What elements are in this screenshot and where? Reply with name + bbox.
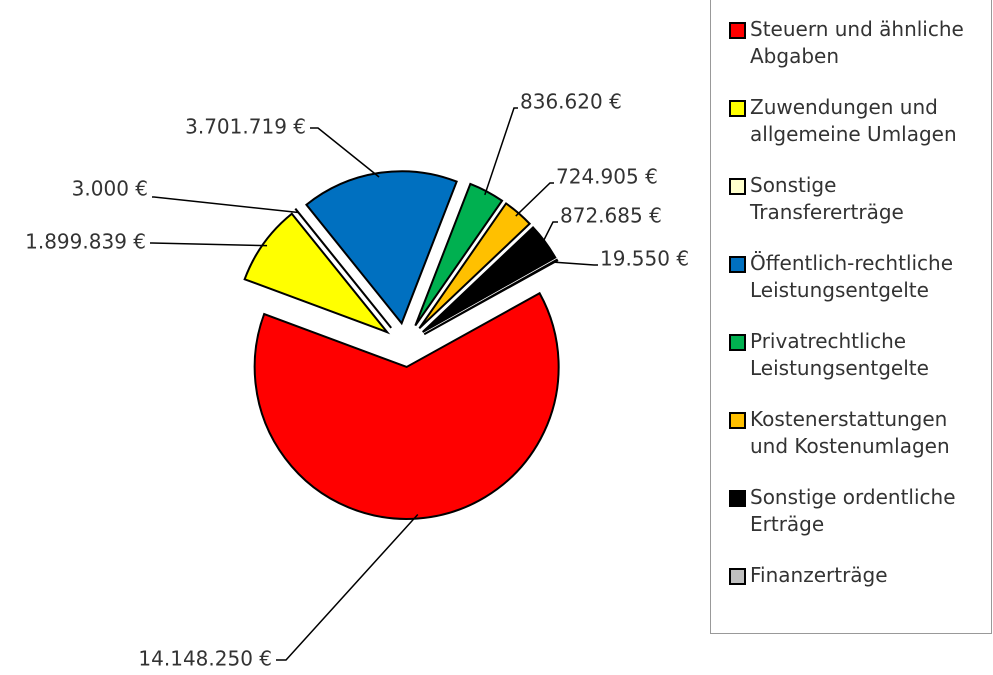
- data-label: 1.899.839 €: [25, 230, 146, 254]
- pie-slice: [243, 212, 391, 335]
- legend-item: Kostenerstattungen und Kostenumlagen: [729, 406, 991, 484]
- pie-slice: [305, 170, 458, 326]
- data-label: 19.550 €: [600, 247, 689, 271]
- leader-line: [515, 182, 554, 217]
- legend-label: Öffentlich-rechtliche Leistungsentgelte: [750, 251, 954, 302]
- pie-area: 14.148.250 € 1.899.839 € 3.000 € 3.701.719 …: [25, 90, 689, 671]
- legend-swatch: [729, 256, 746, 273]
- pie-slice: [253, 291, 560, 520]
- legend-label: Zuwendungen und allgemeine Umlagen: [750, 95, 957, 146]
- data-label: 724.905 €: [556, 165, 658, 189]
- legend-swatch: [729, 490, 746, 507]
- legend-label: Kostenerstattungen und Kostenumlagen: [750, 407, 950, 458]
- legend-swatch: [729, 100, 746, 117]
- legend-label: Sonstige ordentliche Erträge: [750, 485, 956, 536]
- data-label: 836.620 €: [520, 90, 622, 114]
- data-label: 3.701.719 €: [185, 115, 306, 139]
- legend-item: Finanzerträge: [729, 562, 991, 640]
- legend-item: Steuern und ähnliche Abgaben: [729, 16, 991, 94]
- data-label: 872.685 €: [560, 204, 662, 228]
- pie-slice: [423, 258, 559, 336]
- leader-line: [553, 261, 598, 266]
- legend-swatch: [729, 334, 746, 351]
- leader-line: [541, 221, 558, 245]
- legend-label: Finanzerträge: [750, 563, 888, 587]
- leader-line: [484, 107, 518, 196]
- legend-label: Privatrechtliche Leistungsentgelte: [750, 329, 929, 380]
- legend-label: Sonstige Transfererträge: [750, 173, 904, 224]
- data-label: 14.148.250 €: [138, 647, 272, 671]
- legend-label: Steuern und ähnliche Abgaben: [750, 17, 964, 68]
- leader-line: [310, 127, 380, 178]
- pie-slice: [422, 225, 557, 333]
- legend-item: Öffentlich-rechtliche Leistungsentgelte: [729, 250, 991, 328]
- legend-item: Zuwendungen und allgemeine Umlagen: [729, 94, 991, 172]
- leader-line: [276, 514, 419, 661]
- leader-line: [152, 196, 299, 214]
- legend-swatch: [729, 568, 746, 585]
- legend-swatch: [729, 412, 746, 429]
- legend-item: Sonstige Transfererträge: [729, 172, 991, 250]
- pie-slice: [294, 207, 392, 329]
- legend-item: Privatrechtliche Leistungsentgelte: [729, 328, 991, 406]
- legend-swatch: [729, 22, 746, 39]
- data-label: 3.000 €: [72, 177, 148, 201]
- legend-swatch: [729, 178, 746, 195]
- legend: Steuern und ähnliche Abgaben Zuwendungen …: [710, 0, 992, 634]
- legend-item: Sonstige ordentliche Erträge: [729, 484, 991, 562]
- leader-line: [150, 242, 268, 247]
